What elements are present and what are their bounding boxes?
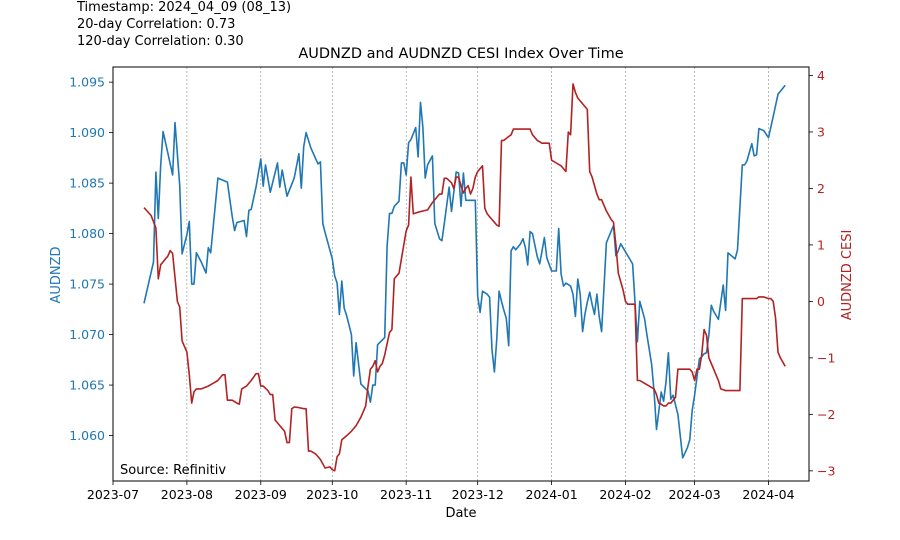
x-tick-label: 2023-09 bbox=[235, 487, 287, 502]
grid bbox=[186, 67, 769, 481]
corr120-label: 120-day Correlation: 0.30 bbox=[77, 34, 244, 49]
plot-frame bbox=[112, 66, 810, 482]
x-tick-label: 2023-12 bbox=[452, 487, 504, 502]
y-right-tick-label: 1 bbox=[817, 237, 825, 252]
audnzd-line bbox=[143, 84, 786, 459]
y-axis-right-label: AUDNZD CESI bbox=[840, 230, 855, 321]
y-left-tick-label: 1.085 bbox=[69, 176, 105, 191]
x-tick-label: 2023-11 bbox=[380, 487, 432, 502]
y-left-tick-label: 1.070 bbox=[69, 327, 105, 342]
y-left-tick-label: 1.090 bbox=[69, 125, 105, 140]
series-layer bbox=[143, 83, 786, 472]
y-right-tick-label: −3 bbox=[817, 463, 835, 478]
x-tick-label: 2024-03 bbox=[668, 487, 720, 502]
y-left-tick-label: 1.075 bbox=[69, 277, 105, 292]
x-tick-label: 2023-07 bbox=[87, 487, 139, 502]
x-tick-label: 2024-01 bbox=[525, 487, 577, 502]
y-axis-left-label: AUDNZD bbox=[49, 246, 64, 303]
corr20-label: 20-day Correlation: 0.73 bbox=[77, 17, 236, 32]
x-tick-label: 2024-02 bbox=[599, 487, 651, 502]
x-axis-label: Date bbox=[445, 506, 476, 521]
y-right-tick-label: 4 bbox=[817, 68, 825, 83]
y-right-tick-label: 3 bbox=[817, 124, 825, 139]
y-right-tick-label: −2 bbox=[817, 407, 835, 422]
y-left-tick-label: 1.060 bbox=[69, 428, 105, 443]
x-tick-label: 2023-10 bbox=[306, 487, 358, 502]
y-left-tick-label: 1.080 bbox=[69, 226, 105, 241]
cesi-line bbox=[143, 83, 786, 472]
axes: 2023-07 2023-08 2023-09 2023-10 2023-11 2023-… bbox=[69, 68, 835, 502]
y-right-tick-label: 0 bbox=[817, 294, 825, 309]
x-tick-label: 2024-04 bbox=[742, 487, 794, 502]
timestamp-label: Timestamp: 2024_04_09 (08_13) bbox=[77, 0, 292, 15]
x-tick-label: 2023-08 bbox=[161, 487, 213, 502]
source-annotation: Source: Refinitiv bbox=[120, 463, 226, 478]
y-right-tick-label: −1 bbox=[817, 350, 835, 365]
y-right-tick-label: 2 bbox=[817, 181, 825, 196]
y-left-tick-label: 1.095 bbox=[69, 75, 105, 90]
chart-title: AUDNZD and AUDNZD CESI Index Over Time bbox=[298, 46, 623, 62]
y-left-tick-label: 1.065 bbox=[69, 378, 105, 393]
